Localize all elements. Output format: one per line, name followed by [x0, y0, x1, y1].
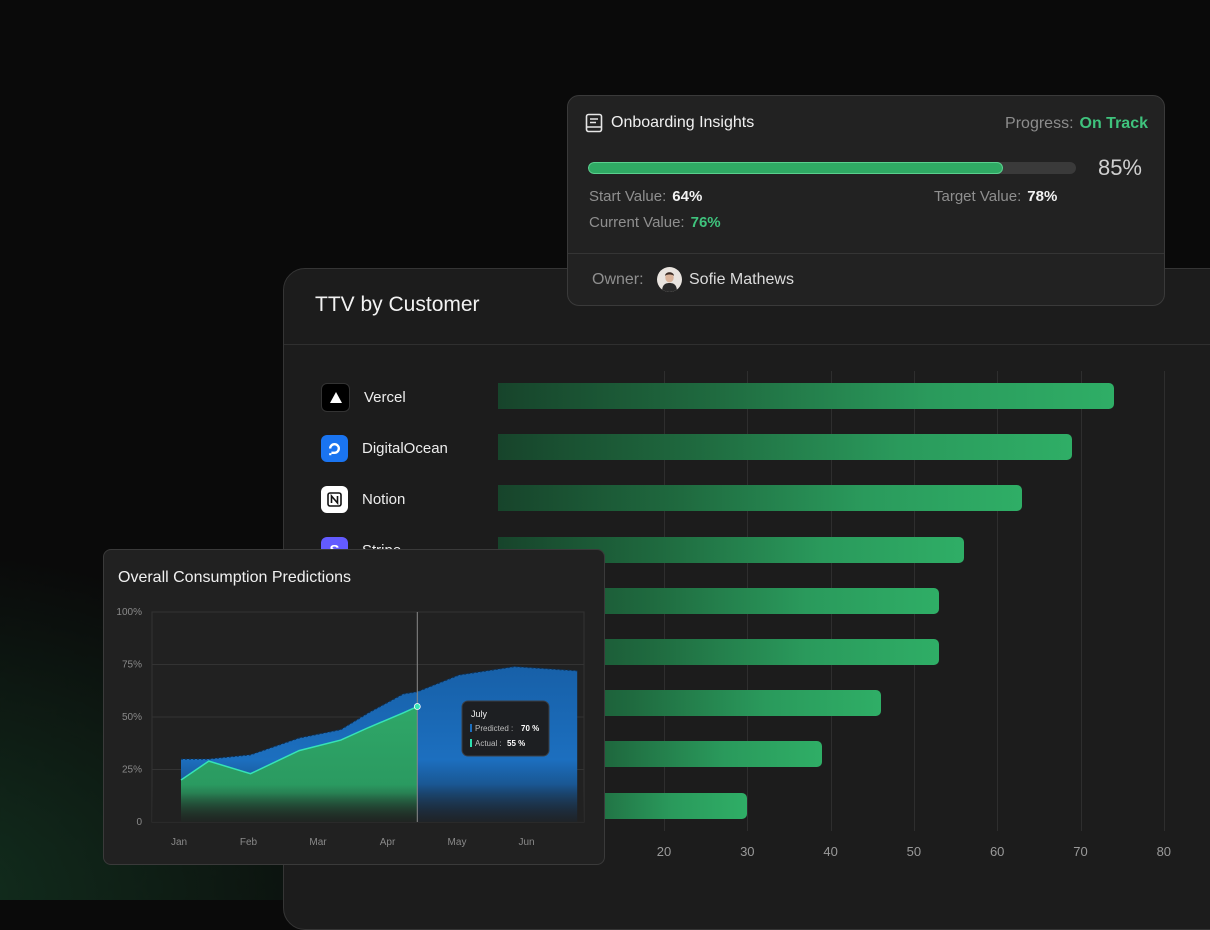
book-icon — [585, 113, 603, 133]
progress-bar-fill — [588, 162, 1003, 174]
consumption-chart[interactable]: 100% 75% 50% 25% 0 Jan Feb Mar Apr May Jun July Pr… — [104, 550, 604, 864]
owner-label: Owner: — [592, 271, 644, 288]
vercel-triangle-icon — [321, 382, 350, 412]
y-tick-label: 25% — [122, 765, 142, 776]
x-tick-label: 70 — [1073, 844, 1088, 859]
start-value-number: 64% — [672, 188, 703, 205]
start-value-label: Start Value: — [589, 188, 667, 205]
insights-divider — [568, 253, 1164, 254]
y-tick-label: 50% — [122, 712, 142, 723]
consumption-title: Overall Consumption Predictions — [118, 569, 351, 586]
actual-line — [180, 705, 418, 781]
insights-title: Onboarding Insights — [611, 114, 755, 131]
progress-bar — [588, 162, 1076, 174]
x-tick-label: 40 — [823, 844, 838, 859]
predicted-line — [181, 665, 578, 760]
tooltip-month: July — [471, 709, 488, 719]
tooltip-predicted-value: 70 % — [521, 724, 539, 733]
chart-tooltip: July Predicted : 70 % Actual : 55 % — [461, 700, 550, 757]
grid-line — [997, 371, 999, 831]
target-value-number: 78% — [1027, 188, 1058, 205]
tooltip-actual-label: Actual : — [475, 739, 502, 748]
y-tick-label: 75% — [122, 660, 142, 671]
hover-point[interactable] — [413, 703, 421, 710]
x-tick-label: 30 — [740, 844, 755, 859]
x-tick-label: 80 — [1156, 844, 1172, 859]
target-value: Target Value: 78% — [934, 188, 1057, 205]
progress-percent: 85% — [1097, 155, 1142, 180]
customer-row-notion[interactable]: Notion — [321, 485, 405, 513]
progress-label: Progress: — [1005, 115, 1074, 132]
x-tick-label: 50 — [906, 844, 922, 859]
customer-name: Notion — [362, 490, 406, 508]
x-tick-label: May — [448, 837, 467, 848]
x-tick-label: Apr — [380, 837, 396, 848]
start-value: Start Value: 64% — [589, 188, 702, 205]
y-tick-label: 0 — [136, 817, 142, 828]
bar-notion[interactable] — [498, 485, 1023, 512]
onboarding-insights-card[interactable]: Onboarding Insights Progress: On Track 85… — [567, 95, 1165, 306]
current-value-label: Current Value: — [589, 214, 685, 231]
ttv-divider — [284, 344, 1210, 345]
x-tick-label: Mar — [309, 837, 327, 848]
progress-status: Progress: On Track — [1005, 115, 1148, 133]
customer-row-digitalocean[interactable]: DigitalOcean — [321, 434, 448, 462]
tooltip-predicted-label: Predicted : — [475, 724, 513, 733]
x-tick-label: Feb — [240, 837, 258, 848]
x-tick-label: 60 — [989, 844, 1005, 859]
tooltip-actual-value: 55 % — [507, 739, 525, 748]
grid-line — [1163, 371, 1165, 831]
owner-name[interactable]: Sofie Mathews — [689, 271, 794, 288]
current-value-number: 76% — [690, 214, 721, 231]
customer-name: Vercel — [364, 388, 406, 406]
ttv-title: TTV by Customer — [315, 293, 480, 316]
x-tick-label: 20 — [656, 844, 672, 859]
customer-row-vercel[interactable]: Vercel — [321, 382, 406, 412]
bar-vercel[interactable] — [498, 383, 1114, 409]
consumption-predictions-card: Overall Consumption Predictions 100% 75% 5… — [103, 549, 605, 865]
status-badge: On Track — [1079, 115, 1148, 132]
consumption-axis-labels: 100% 75% 50% 25% 0 Jan Feb Mar Apr May Jun — [116, 607, 534, 848]
notion-icon — [321, 485, 348, 513]
consumption-areas — [152, 612, 584, 822]
avatar[interactable] — [657, 267, 682, 292]
customer-name: DigitalOcean — [362, 439, 448, 457]
bar-digitalocean[interactable] — [498, 434, 1073, 461]
digitalocean-icon — [321, 434, 348, 462]
grid-line — [1080, 371, 1082, 831]
x-tick-label: Jan — [171, 837, 187, 848]
y-tick-label: 100% — [116, 607, 142, 618]
bottom-fade — [152, 784, 584, 822]
x-tick-label: Jun — [518, 837, 534, 848]
current-value: Current Value: 76% — [589, 214, 721, 231]
target-value-label: Target Value: — [934, 188, 1022, 205]
